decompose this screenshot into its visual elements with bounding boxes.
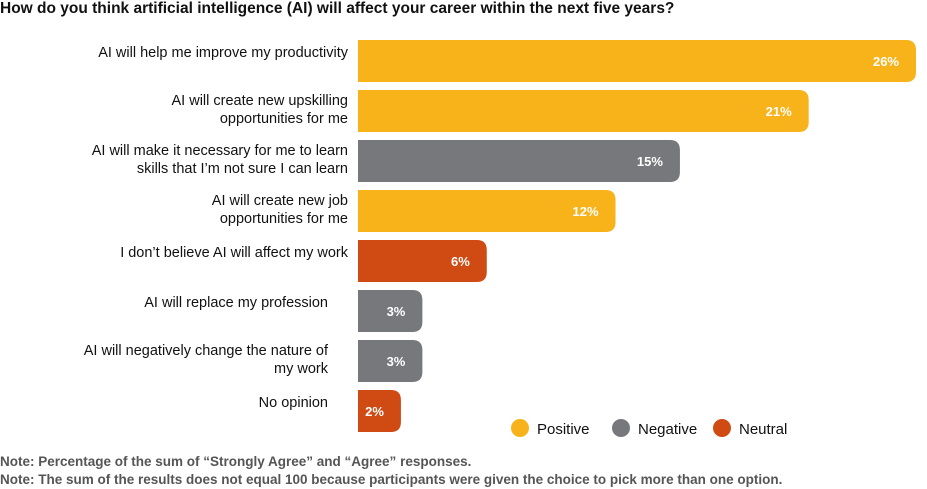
- category-label: No opinion: [259, 395, 328, 411]
- data-label: 26%: [873, 54, 899, 69]
- bar: [358, 290, 423, 332]
- legend-swatch: [612, 419, 630, 437]
- bar: [358, 140, 680, 182]
- category-label: AI will create new upskilling: [172, 93, 349, 109]
- category-label: my work: [274, 361, 329, 377]
- data-label: 3%: [387, 354, 406, 369]
- bar: [358, 340, 423, 382]
- category-label: AI will replace my profession: [144, 295, 328, 311]
- bar: [358, 90, 809, 132]
- legend-swatch: [713, 419, 731, 437]
- category-label: skills that I’m not sure I can learn: [137, 161, 348, 177]
- legend-item: Neutral: [713, 419, 787, 438]
- bar-group: 26% AI will help me improve my productivi…: [98, 40, 916, 82]
- category-label: AI will create new job: [212, 193, 348, 209]
- bar-group: 2% No opinion: [259, 390, 401, 432]
- category-label: AI will make it necessary for me to lear…: [92, 143, 348, 159]
- data-label: 15%: [637, 154, 663, 169]
- bar-group: 3% AI will replace my profession: [144, 290, 423, 332]
- legend-swatch: [511, 419, 529, 437]
- data-label: 2%: [365, 404, 384, 419]
- bar-group: 3% AI will negatively change the nature o…: [84, 340, 423, 382]
- data-label: 21%: [766, 104, 792, 119]
- category-label: opportunities for me: [220, 211, 348, 227]
- category-label: AI will help me improve my productivity: [98, 45, 349, 61]
- bar-group: 21% AI will create new upskilling opportun…: [172, 90, 809, 132]
- legend-item: Positive: [511, 419, 590, 438]
- data-label: 6%: [451, 254, 470, 269]
- data-label: 3%: [387, 304, 406, 319]
- legend-label: Neutral: [739, 421, 787, 438]
- category-label: AI will negatively change the nature of: [84, 343, 329, 359]
- bar-chart: 26% AI will help me improve my productivi…: [84, 40, 916, 438]
- bar: [358, 40, 916, 82]
- category-label: I don’t believe AI will affect my work: [120, 245, 349, 261]
- bar: [358, 390, 401, 432]
- bar: [358, 240, 487, 282]
- bar: [358, 190, 616, 232]
- bar-group: 6% I don’t believe AI will affect my work: [120, 240, 487, 282]
- bar-group: 15% AI will make it necessary for me to l…: [92, 140, 680, 182]
- legend-label: Positive: [537, 421, 590, 438]
- legend-label: Negative: [638, 421, 697, 438]
- bar-group: 12% AI will create new job opportunities f…: [212, 190, 616, 232]
- chart-title: How do you think artificial intelligence…: [0, 0, 675, 17]
- data-label: 12%: [573, 204, 599, 219]
- footnote-2: Note: The sum of the results does not eq…: [0, 472, 783, 487]
- category-label: opportunities for me: [220, 111, 348, 127]
- footnote-1: Note: Percentage of the sum of “Strongly…: [0, 454, 472, 469]
- legend-item: Negative: [612, 419, 697, 438]
